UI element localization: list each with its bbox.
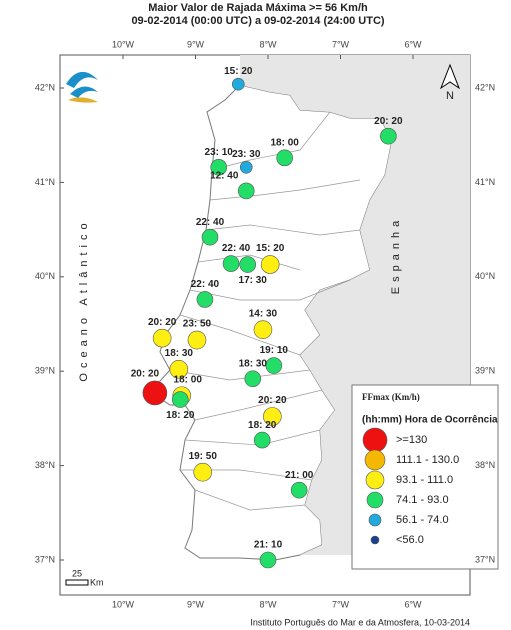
- station-marker: [380, 127, 397, 145]
- station-marker: [152, 328, 172, 348]
- legend-swatch: [364, 449, 386, 471]
- lon-tick-label-bottom: 9°W: [187, 599, 205, 609]
- station-time: 22: 40: [196, 217, 225, 228]
- legend-swatch: [366, 491, 384, 509]
- station-marker: [253, 320, 273, 339]
- lon-tick-label-bottom: 6°W: [404, 599, 422, 609]
- station-marker: [253, 431, 271, 449]
- station-time: 20: 20: [258, 395, 287, 406]
- legend-label: <56.0: [396, 534, 424, 546]
- lat-tick-label-right: 40°N: [475, 271, 495, 281]
- station-marker: [260, 255, 280, 274]
- legend-label: 111.1 - 130.0: [396, 454, 459, 466]
- station-time: 23: 10: [205, 147, 234, 158]
- station-time: 15: 20: [224, 66, 253, 77]
- lon-tick-label-top: 10°W: [112, 39, 135, 49]
- lat-tick-label-left: 37°N: [35, 554, 55, 564]
- station-time: 17: 30: [239, 275, 268, 286]
- north-arrow: N: [439, 63, 461, 102]
- station-marker: [187, 330, 207, 350]
- station-marker: [265, 357, 283, 374]
- lat-tick-label-left: 40°N: [35, 271, 55, 281]
- station-marker: [290, 481, 308, 499]
- station-marker: [237, 182, 255, 200]
- lat-tick-label-left: 42°N: [35, 82, 55, 92]
- ocean-label: Oceano Atlântico: [78, 218, 90, 381]
- station-marker: [142, 380, 168, 406]
- country-label: Espanha: [390, 216, 402, 294]
- station-time: 15: 20: [256, 243, 285, 254]
- lat-tick-label-right: 41°N: [475, 177, 495, 187]
- station-time: 18: 20: [166, 410, 195, 421]
- station-time: 20: 20: [148, 317, 177, 328]
- legend-subtitle: (hh:mm) Hora de Ocorrência: [362, 415, 498, 426]
- station-time: 21: 10: [254, 540, 283, 551]
- lon-tick-label-bottom: 8°W: [259, 599, 277, 609]
- lon-tick-label-bottom: 7°W: [332, 599, 350, 609]
- legend-label: 56.1 - 74.0: [396, 514, 449, 526]
- station-time: 18: 30: [239, 358, 268, 369]
- station-marker: [196, 291, 214, 308]
- logo: [66, 71, 98, 103]
- lon-tick-label-top: 8°W: [259, 39, 277, 49]
- station-time: 14: 30: [249, 308, 278, 319]
- station-time: 22: 40: [191, 279, 220, 290]
- station-time: 22: 40: [222, 243, 251, 254]
- scale-bar: 25 Km: [65, 568, 104, 587]
- lat-tick-label-right: 39°N: [475, 366, 495, 376]
- legend-label: >=130: [396, 434, 427, 446]
- lat-tick-label-left: 39°N: [35, 366, 55, 376]
- station-marker: [259, 551, 277, 569]
- station-time: 18: 30: [165, 348, 194, 359]
- station-time: 18: 00: [174, 374, 203, 385]
- station-marker: [169, 360, 189, 379]
- station-time: 18: 20: [248, 420, 277, 431]
- legend-swatch: [365, 470, 385, 490]
- scale-value: 25: [72, 568, 82, 578]
- station-marker: [239, 160, 253, 174]
- station-marker: [239, 256, 256, 273]
- scale-unit: Km: [90, 577, 104, 587]
- station-marker: [222, 255, 240, 272]
- lon-tick-label-top: 7°W: [332, 39, 350, 49]
- lat-tick-label-left: 41°N: [35, 177, 55, 187]
- station-marker: [210, 158, 227, 176]
- lat-tick-label-right: 42°N: [475, 82, 495, 92]
- station-marker: [244, 370, 262, 388]
- station-time: 19: 50: [189, 451, 218, 462]
- station-marker: [193, 462, 213, 482]
- station-marker: [171, 391, 189, 408]
- station-time: 20: 20: [131, 369, 160, 380]
- lat-tick-label-left: 38°N: [35, 460, 55, 470]
- station-time: 12: 40: [210, 171, 239, 182]
- legend-swatch: [362, 427, 388, 453]
- lon-tick-label-top: 9°W: [187, 39, 205, 49]
- station-time: 23: 50: [183, 319, 212, 330]
- legend-swatch: [368, 513, 382, 527]
- station-time: 21: 00: [285, 470, 314, 481]
- station-marker: [231, 77, 245, 91]
- station-time: 18: 00: [270, 137, 299, 148]
- station-marker: [201, 228, 219, 246]
- footer: Instituto Português do Mar e da Atmosfer…: [250, 617, 470, 627]
- station-marker: [276, 149, 293, 167]
- legend-label: 74.1 - 93.0: [396, 494, 449, 506]
- lon-tick-label-top: 6°W: [404, 39, 422, 49]
- station-time: 20: 20: [374, 116, 403, 127]
- lat-tick-label-right: 37°N: [475, 554, 495, 564]
- subtitle: 09-02-2014 (00:00 UTC) a 09-02-2014 (24:…: [131, 15, 384, 27]
- lat-tick-label-right: 38°N: [475, 460, 495, 470]
- north-label: N: [446, 90, 454, 102]
- legend-title: FFmax (Km/h): [362, 392, 420, 402]
- legend: FFmax (Km/h) (hh:mm) Hora de Ocorrência …: [351, 384, 499, 570]
- legend-label: 93.1 - 111.0: [396, 474, 453, 486]
- station-marker: [263, 407, 282, 426]
- title: Maior Valor de Rajada Máxima >= 56 Km/h: [148, 2, 368, 14]
- lon-tick-label-bottom: 10°W: [112, 599, 135, 609]
- legend-swatch: [370, 535, 380, 545]
- station-time: 23: 30: [232, 149, 261, 160]
- station-time: 19: 10: [260, 345, 289, 356]
